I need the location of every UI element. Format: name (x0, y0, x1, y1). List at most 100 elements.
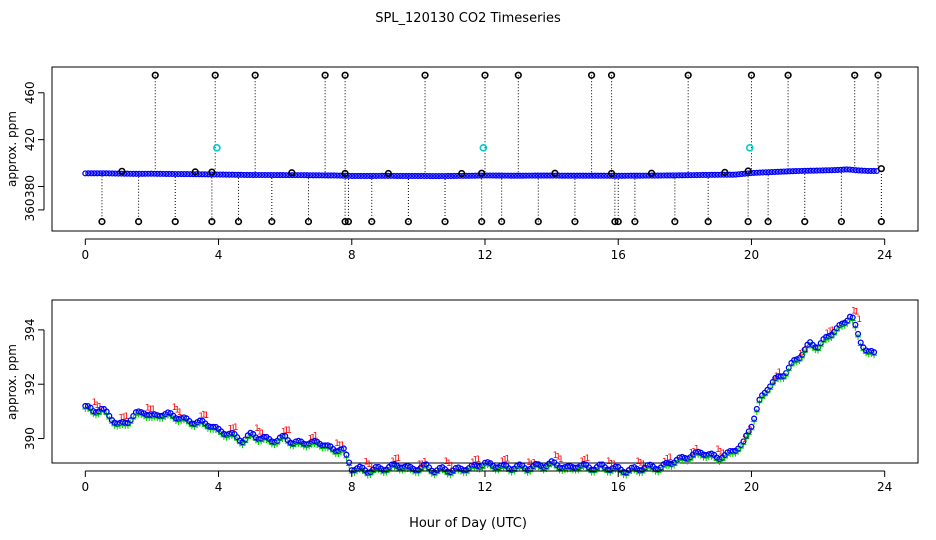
bottom-red-mark: 1 (747, 426, 753, 436)
top-data-point (471, 172, 479, 179)
top-data-point (325, 172, 332, 179)
bottom-red-mark: 1 (555, 452, 561, 462)
top-data-point (528, 172, 536, 179)
bottom-data-point (532, 460, 539, 468)
bottom-red-mark: 1 (558, 455, 564, 465)
bottom-y-tick-label: 392 (23, 373, 37, 396)
top-data-point (426, 172, 434, 180)
top-data-point (846, 166, 853, 173)
top-data-point (184, 171, 191, 178)
top-raw-point (208, 168, 216, 176)
top-data-point (283, 172, 290, 179)
bottom-red-mark: 1 (281, 428, 287, 438)
bottom-red-mark: 1 (854, 307, 860, 317)
top-data-point (753, 169, 760, 176)
top-data-point (112, 170, 119, 177)
top-data-point (534, 172, 542, 179)
top-data-point (792, 168, 799, 175)
top-data-point (181, 171, 188, 178)
top-data-point (450, 172, 458, 179)
top-data-point (663, 172, 670, 179)
top-high-spike-point (747, 71, 756, 79)
top-y-tick-label: 380 (23, 175, 37, 198)
top-data-point (564, 172, 571, 179)
top-low-spike-point (98, 218, 106, 226)
bottom-red-mark: 1 (257, 427, 263, 437)
top-data-point (684, 172, 691, 179)
bottom-red-mark: 1 (337, 441, 343, 451)
bottom-x-tick-label: 12 (477, 480, 492, 494)
bottom-y-tick-label: 390 (23, 427, 37, 450)
bottom-plot-frame (51, 299, 919, 464)
bottom-red-mark: 1 (121, 413, 127, 423)
bottom-red-mark: 1 (313, 432, 319, 442)
bottom-x-tick-label: 24 (877, 480, 892, 494)
top-data-point (85, 170, 92, 177)
top-raw-point (744, 167, 752, 175)
top-x-tick-label: 4 (215, 248, 223, 262)
top-data-point (813, 167, 820, 174)
top-data-point (735, 171, 742, 178)
top-low-spike-point (801, 218, 809, 226)
top-data-point (816, 167, 823, 174)
bottom-red-mark: 1 (830, 326, 836, 336)
bottom-data-point (82, 402, 89, 410)
top-data-point (82, 170, 89, 177)
top-data-point (657, 172, 664, 179)
top-x-axis: 0 4 8 12 16 20 24 (81, 238, 892, 262)
top-data-point (301, 172, 308, 179)
top-data-point (861, 167, 868, 174)
bottom-data-point (346, 459, 353, 466)
bottom-data-point (444, 468, 451, 475)
top-raw-point (384, 169, 393, 178)
top-low-spike-point (631, 218, 639, 226)
top-high-spike-point (874, 71, 882, 79)
top-data-point (582, 172, 589, 179)
top-data-point (160, 170, 167, 177)
top-data-point (130, 170, 137, 177)
top-raw-point (288, 169, 296, 177)
top-y-axis-label: approx. ppm (5, 111, 19, 187)
bottom-red-mark: 1 (150, 405, 156, 415)
top-data-point (558, 172, 565, 179)
top-high-spike-point (481, 71, 489, 79)
top-data-point (843, 166, 850, 173)
top-data-point (423, 172, 431, 180)
top-data-point (498, 172, 506, 179)
bottom-data-point (580, 460, 587, 467)
top-data-point (358, 172, 365, 179)
top-x-tick-label: 24 (877, 248, 892, 262)
bottom-data-point (135, 408, 142, 415)
top-data-point (154, 170, 161, 177)
top-data-point (103, 170, 110, 177)
top-data-point (849, 166, 856, 173)
bottom-red-mark: 1 (233, 423, 239, 433)
top-low-spike-point (671, 218, 679, 226)
top-low-spike-point (441, 218, 449, 226)
top-data-point (675, 172, 682, 179)
bottom-red-mark: 1 (204, 411, 210, 421)
top-data-point (274, 172, 281, 179)
top-low-spike-point (341, 218, 349, 226)
top-data-point (654, 172, 661, 179)
bottom-data-point (604, 466, 611, 473)
bottom-data-point (106, 412, 113, 419)
top-data-point (681, 172, 688, 179)
top-data-point (199, 171, 206, 178)
top-data-point (540, 172, 548, 179)
top-data-point (780, 168, 787, 175)
bottom-red-mark: 1 (286, 426, 292, 436)
bottom-red-mark: 1 (856, 315, 862, 325)
bottom-red-mark: 1 (254, 424, 260, 434)
top-data-point (486, 172, 494, 179)
top-data-point (597, 172, 604, 179)
top-data-point (600, 172, 607, 179)
top-data-point (660, 172, 667, 179)
top-data-point (394, 172, 401, 179)
top-data-point (855, 167, 862, 174)
top-data-point (361, 172, 368, 179)
top-data-point (403, 172, 410, 179)
top-data-point (310, 172, 317, 179)
bottom-data-point (854, 330, 862, 337)
